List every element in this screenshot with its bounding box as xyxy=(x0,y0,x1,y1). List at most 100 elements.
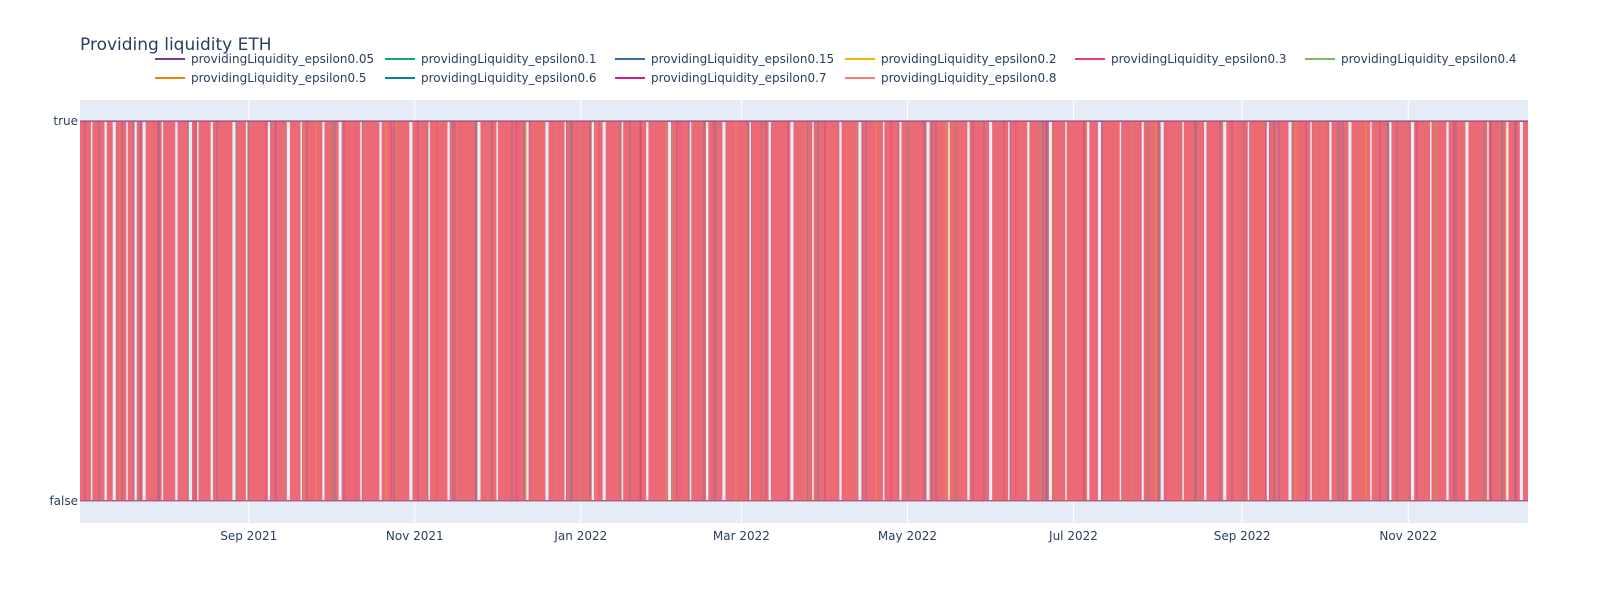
legend-label: providingLiquidity_epsilon0.15 xyxy=(651,52,834,66)
data-gap xyxy=(1389,122,1392,500)
x-tick-label: May 2022 xyxy=(878,529,937,543)
x-tick-label: Jan 2022 xyxy=(553,529,607,543)
data-gap xyxy=(768,122,771,500)
data-gap xyxy=(1247,122,1250,500)
x-tick-label: Nov 2022 xyxy=(1379,529,1437,543)
data-gap xyxy=(477,122,481,500)
data-gap xyxy=(948,122,950,500)
legend-item[interactable]: providingLiquidity_epsilon0.4 xyxy=(1305,52,1517,66)
legend-item[interactable]: providingLiquidity_epsilon0.8 xyxy=(845,71,1057,85)
data-gap xyxy=(621,122,624,500)
data-gap xyxy=(722,122,726,500)
data-gap xyxy=(899,122,902,500)
x-tick-label: Nov 2021 xyxy=(386,529,444,543)
legend-label: providingLiquidity_epsilon0.6 xyxy=(421,71,597,85)
y-tick-label: true xyxy=(53,114,78,128)
x-tick-label: Sep 2021 xyxy=(220,529,277,543)
legend-item[interactable]: providingLiquidity_epsilon0.1 xyxy=(385,52,597,66)
legend-label: providingLiquidity_epsilon0.5 xyxy=(191,71,367,85)
data-gap xyxy=(496,122,498,500)
legend-item[interactable]: providingLiquidity_epsilon0.5 xyxy=(155,71,367,85)
data-gap xyxy=(545,122,549,500)
data-gap xyxy=(1370,122,1372,500)
data-gap xyxy=(1329,122,1332,500)
data-gap xyxy=(197,122,199,500)
legend-label: providingLiquidity_epsilon0.8 xyxy=(881,71,1057,85)
data-gap xyxy=(175,122,178,500)
legend-item[interactable]: providingLiquidity_epsilon0.05 xyxy=(155,52,374,66)
data-gap xyxy=(1141,122,1144,500)
data-gap xyxy=(1348,122,1352,500)
legend-label: providingLiquidity_epsilon0.1 xyxy=(421,52,597,66)
data-gap xyxy=(1160,122,1164,500)
data-gap xyxy=(1048,122,1053,500)
data-gap xyxy=(1119,122,1122,500)
data-gap xyxy=(232,122,236,500)
data-gap xyxy=(812,122,814,500)
data-gap xyxy=(338,122,342,500)
data-gap xyxy=(706,122,709,500)
data-gap xyxy=(749,122,752,500)
data-gap xyxy=(1223,122,1227,500)
data-gap xyxy=(112,122,116,500)
data-gap xyxy=(246,122,248,500)
data-gap xyxy=(447,122,450,500)
chart-title: Providing liquidity ETH xyxy=(80,35,272,55)
data-gap xyxy=(267,122,271,500)
data-gap xyxy=(134,122,137,500)
data-gap xyxy=(104,122,107,500)
data-area xyxy=(80,121,1528,501)
data-gap xyxy=(360,122,362,500)
legend-label: providingLiquidity_epsilon0.7 xyxy=(651,71,827,85)
data-gaps xyxy=(90,122,1523,500)
legend-item[interactable]: providingLiquidity_epsilon0.15 xyxy=(615,52,834,66)
data-gap xyxy=(602,122,606,500)
data-gap xyxy=(90,122,93,500)
data-gap xyxy=(210,122,213,500)
y-tick-label: false xyxy=(49,494,78,508)
data-gap xyxy=(1097,122,1102,500)
data-gap xyxy=(790,122,794,500)
data-gap xyxy=(1266,122,1270,500)
data-gap xyxy=(409,122,413,500)
data-gap xyxy=(1204,122,1207,500)
legend-label: providingLiquidity_epsilon0.4 xyxy=(1341,52,1517,66)
data-gap xyxy=(1430,122,1432,500)
data-gap xyxy=(967,122,970,500)
data-gap xyxy=(161,122,164,500)
data-gap xyxy=(1310,122,1312,500)
data-gap xyxy=(379,122,382,500)
data-gap xyxy=(322,122,325,500)
data-gap xyxy=(428,122,430,500)
legend-item[interactable]: providingLiquidity_epsilon0.7 xyxy=(615,71,827,85)
data-gap xyxy=(646,122,649,500)
data-gap xyxy=(142,122,146,500)
data-gap xyxy=(188,122,192,500)
data-gap xyxy=(1288,122,1292,500)
data-gap xyxy=(1487,122,1489,500)
x-tick-label: Mar 2022 xyxy=(713,529,770,543)
legend: providingLiquidity_epsilon0.05 providingL… xyxy=(155,52,1517,85)
data-gap xyxy=(286,122,290,500)
data-gap xyxy=(689,122,692,500)
data-gap xyxy=(564,122,566,500)
oscillation-fill xyxy=(80,121,1528,501)
x-axis: Sep 2021 Nov 2021 Jan 2022 Mar 2022 May 2022… xyxy=(220,529,1437,543)
legend-item[interactable]: providingLiquidity_epsilon0.6 xyxy=(385,71,597,85)
legend-item[interactable]: providingLiquidity_epsilon0.3 xyxy=(1075,52,1287,66)
x-tick-label: Jul 2022 xyxy=(1048,529,1098,543)
data-gap xyxy=(989,122,993,500)
data-gap xyxy=(1465,122,1469,500)
data-gap xyxy=(882,122,885,500)
data-gap xyxy=(1027,122,1030,500)
x-tick-label: Sep 2022 xyxy=(1214,529,1271,543)
legend-label: providingLiquidity_epsilon0.3 xyxy=(1111,52,1287,66)
legend-label: providingLiquidity_epsilon0.2 xyxy=(881,52,1057,66)
data-gap xyxy=(1065,122,1067,500)
data-gap xyxy=(839,122,842,500)
data-gap xyxy=(858,122,862,500)
data-gap xyxy=(1519,122,1523,500)
legend-item[interactable]: providingLiquidity_epsilon0.2 xyxy=(845,52,1057,66)
